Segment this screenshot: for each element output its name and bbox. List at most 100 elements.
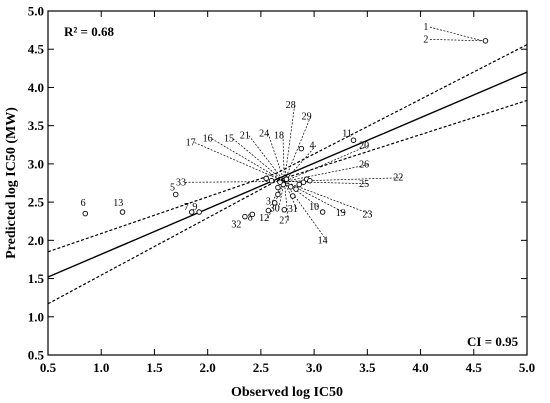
point-label: 18	[274, 131, 284, 142]
point-label: 26	[359, 160, 369, 171]
point-label: 10	[309, 202, 319, 213]
point-label: 29	[302, 112, 312, 123]
point-label: 8	[248, 212, 253, 223]
data-point	[482, 38, 489, 44]
point-label: 5	[170, 183, 175, 194]
point-label: 16	[203, 134, 213, 145]
point-label: 22	[393, 173, 403, 184]
data-point	[281, 207, 288, 213]
x-axis-title: Observed log IC50	[231, 385, 343, 400]
point-label: 15	[224, 134, 234, 145]
x-tick-label: 3.5	[359, 360, 376, 375]
point-label: 9	[192, 202, 197, 213]
point-label: 32	[231, 219, 241, 230]
data-point	[277, 179, 283, 185]
data-point	[287, 184, 294, 190]
label-leader-line	[194, 142, 285, 182]
point-label: 31	[288, 204, 298, 215]
label-leader-line	[211, 138, 285, 182]
data-point	[268, 177, 275, 184]
y-tick-label: 1.5	[28, 271, 45, 286]
x-tick-label: 1.5	[146, 360, 163, 375]
regression-line-group	[47, 71, 528, 278]
x-tick-label: 3.0	[306, 360, 322, 375]
x-tick-label: 4.0	[412, 360, 428, 375]
label-leader-line	[283, 181, 289, 221]
point-label: 11	[342, 128, 352, 139]
label-leader-line	[284, 145, 369, 182]
point-label: 14	[318, 235, 328, 246]
data-point	[271, 200, 278, 206]
data-point	[283, 176, 290, 182]
point-label: 23	[362, 209, 372, 220]
data-point	[300, 179, 307, 185]
point-label: 3	[266, 196, 271, 207]
x-tick-label: 5.0	[519, 360, 535, 375]
y-tick-label: 4.5	[28, 42, 45, 57]
data-point	[350, 137, 357, 143]
data-point	[119, 209, 126, 215]
data-point	[263, 175, 269, 182]
label-leader-line	[429, 38, 483, 42]
point-label: 4	[309, 141, 314, 152]
x-tick-label: 4.5	[466, 360, 483, 375]
label-leader-line	[284, 181, 327, 241]
plot-frame	[47, 10, 528, 356]
point-label: 25	[359, 179, 369, 190]
point-label: 33	[176, 177, 186, 188]
data-point	[265, 207, 272, 214]
confidence-interval-lines	[47, 44, 528, 305]
label-leader-line	[284, 145, 317, 182]
y-tick-label: 4.0	[28, 80, 44, 95]
regression-line	[47, 71, 528, 278]
label-leader-line	[282, 135, 285, 182]
x-tick-label: 2.5	[253, 360, 270, 375]
y-tick-label: 2.5	[28, 195, 45, 210]
y-tick-label: 2.0	[28, 233, 44, 248]
label-leader-line	[248, 135, 285, 182]
data-point	[188, 209, 195, 215]
y-tick-label: 0.5	[28, 348, 45, 363]
x-tick-label: 2.0	[200, 360, 216, 375]
ci-lower-line	[47, 99, 528, 305]
data-point	[82, 210, 89, 217]
point-label: 7	[184, 202, 189, 213]
x-tick-label: 0.5	[40, 360, 57, 375]
y-axis-title: Predicted log IC50 (MW)	[4, 107, 19, 259]
y-tick-label: 1.0	[28, 309, 44, 324]
confidence-interval-label: CI = 0.95	[467, 334, 519, 349]
data-point	[296, 181, 302, 188]
y-tick-label: 5.0	[28, 4, 44, 19]
label-leader-line	[283, 105, 296, 182]
point-label: 2	[423, 34, 428, 45]
data-point	[319, 209, 326, 215]
data-point	[293, 186, 299, 192]
label-leader-line	[429, 26, 483, 42]
label-leader-line	[284, 164, 369, 182]
y-tick-label: 3.5	[28, 118, 45, 133]
point-label: 19	[336, 208, 346, 219]
ci-upper-line	[47, 44, 528, 253]
point-label: 6	[81, 198, 86, 209]
point-label: 27	[279, 216, 289, 227]
label-leader-line	[232, 138, 285, 182]
point-label: 28	[286, 100, 296, 111]
data-point	[275, 184, 281, 191]
point-label: 13	[113, 198, 123, 209]
data-point	[242, 213, 248, 220]
r-squared-label: R² = 0.68	[64, 24, 114, 39]
data-point	[172, 191, 179, 198]
point-label: 1	[423, 22, 428, 33]
label-leader-line	[284, 181, 345, 214]
label-leader-line	[267, 181, 285, 219]
data-point	[307, 177, 313, 184]
data-point	[290, 193, 296, 199]
data-point	[196, 209, 202, 215]
point-label: 12	[259, 213, 269, 224]
data-point	[275, 191, 281, 198]
label-leader-line	[185, 181, 285, 183]
label-leader-line	[283, 116, 311, 182]
label-leader-line	[267, 133, 285, 182]
